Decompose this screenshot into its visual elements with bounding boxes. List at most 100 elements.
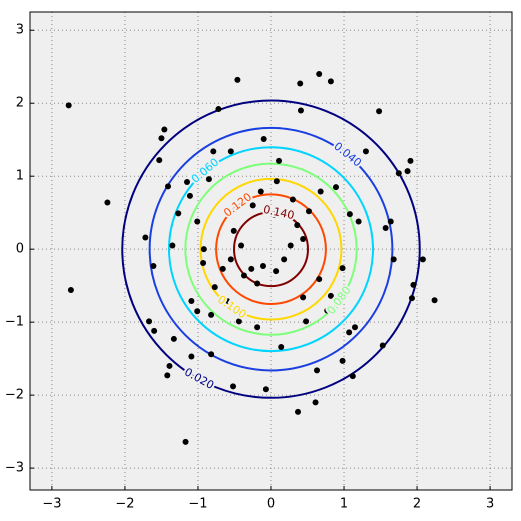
scatter-point <box>210 148 217 155</box>
contour-line <box>148 126 394 372</box>
scatter-point <box>327 292 334 299</box>
scatter-point <box>332 184 339 191</box>
scatter-point <box>339 357 346 364</box>
scatter-point <box>262 386 269 393</box>
scatter-point <box>254 324 261 331</box>
scatter-point <box>376 108 383 115</box>
scatter-point <box>297 107 304 114</box>
scatter-point <box>188 353 195 360</box>
scatter-point <box>404 168 411 175</box>
scatter-point <box>294 222 301 229</box>
scatter-point <box>327 78 334 85</box>
contours <box>121 99 421 399</box>
x-tick-label: 0 <box>267 497 275 512</box>
y-tick-label: 3 <box>16 23 24 38</box>
scatter-point <box>182 438 189 445</box>
scatter-point <box>300 294 307 301</box>
grid <box>30 12 512 490</box>
x-tick-label: 3 <box>486 497 494 512</box>
scatter-point <box>165 183 172 190</box>
plot-area <box>30 12 512 490</box>
y-tick-label: 2 <box>16 96 24 111</box>
y-tick-label: −1 <box>5 315 24 330</box>
scatter-point <box>200 246 207 253</box>
scatter-point <box>351 324 358 331</box>
scatter-point <box>156 157 163 164</box>
scatter-point <box>419 256 426 263</box>
contour-line <box>184 162 358 336</box>
scatter-point <box>259 262 266 269</box>
scatter-point <box>200 260 207 267</box>
scatter-point <box>194 218 201 225</box>
scatter-point <box>303 318 310 325</box>
x-tick-label: −1 <box>188 497 207 512</box>
scatter-point <box>230 227 237 234</box>
scatter-point <box>142 234 149 241</box>
scatter-point <box>260 135 267 142</box>
scatter-point <box>205 176 212 183</box>
scatter-point <box>186 192 193 199</box>
scatter-point <box>410 281 417 288</box>
scatter-point <box>230 383 237 390</box>
scatter-point <box>276 157 283 164</box>
scatter-point <box>305 208 312 215</box>
scatter-point <box>382 225 389 232</box>
scatter-point <box>379 342 386 349</box>
scatter-point <box>219 265 226 272</box>
scatter-point <box>390 256 397 263</box>
scatter-point <box>297 80 304 87</box>
scatter-point <box>170 335 177 342</box>
x-tick-label: 1 <box>340 497 348 512</box>
scatter-point <box>271 211 278 218</box>
y-tick-label: −2 <box>5 388 24 403</box>
x-tick-label: 2 <box>413 497 421 512</box>
contour-line <box>199 177 343 321</box>
scatter-point <box>316 71 323 78</box>
scatter-point <box>234 76 241 83</box>
scatter-point <box>169 242 176 249</box>
scatter-point <box>408 295 415 302</box>
scatter-point <box>295 408 302 415</box>
scatter-point <box>158 135 165 142</box>
scatter-point <box>339 265 346 272</box>
scatter-point <box>314 367 321 374</box>
scatter-point <box>387 218 394 225</box>
scatter-point <box>273 178 280 185</box>
scatter-point <box>146 318 153 325</box>
scatter-point <box>164 372 171 379</box>
contour-line <box>233 211 309 288</box>
scatter-point <box>238 242 245 249</box>
y-tick-label: −3 <box>5 461 24 476</box>
scatter-point <box>215 106 222 113</box>
scatter-point <box>240 272 247 279</box>
scatter-point <box>431 297 438 304</box>
scatter-point <box>281 256 288 263</box>
scatter-point <box>312 399 319 406</box>
scatter-point <box>355 218 362 225</box>
scatter-point <box>188 297 195 304</box>
scatter-point <box>300 235 307 242</box>
scatter-point <box>346 329 353 336</box>
scatter-point <box>208 351 215 358</box>
y-tick-label: 0 <box>16 242 24 257</box>
scatter-point <box>278 343 285 350</box>
scatter-point <box>273 268 280 275</box>
scatter-point <box>324 307 331 314</box>
scatter-point <box>161 126 168 133</box>
scatter-point <box>151 327 158 334</box>
scatter-point <box>211 284 218 291</box>
scatter-point <box>227 148 234 155</box>
scatter-point <box>175 210 182 217</box>
scatter-point <box>194 308 201 315</box>
scatter-point <box>67 287 74 294</box>
scatter-point <box>287 242 294 249</box>
scatter-point <box>257 188 264 195</box>
x-tick-label: −3 <box>42 497 61 512</box>
x-tick-label: −2 <box>115 497 134 512</box>
scatter-point <box>150 262 157 269</box>
y-tick-label: 1 <box>16 169 24 184</box>
scatter-point <box>317 188 324 195</box>
contour-line <box>121 99 421 399</box>
scatter-point <box>235 318 242 325</box>
